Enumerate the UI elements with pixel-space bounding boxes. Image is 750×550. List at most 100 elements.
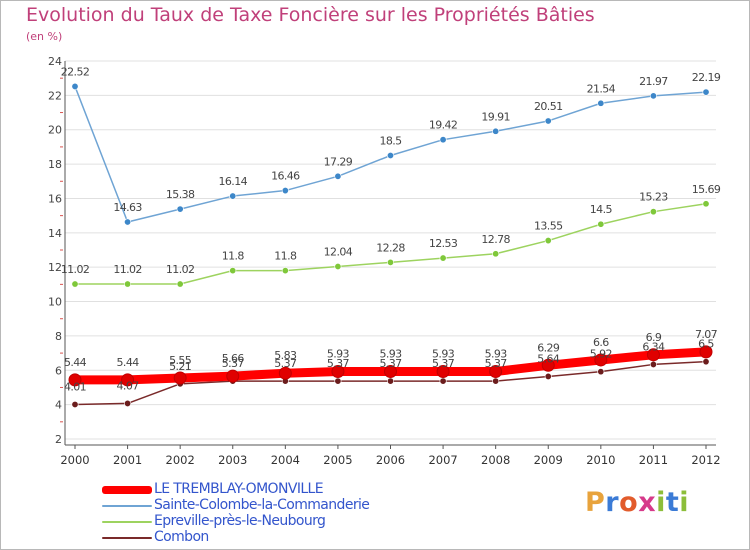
- data-point-2003: [229, 192, 237, 200]
- data-label-2009: 5.64: [537, 352, 560, 365]
- x-tick-label-2003: 2003: [218, 453, 247, 467]
- data-point-2010: [597, 99, 605, 107]
- data-label-2000: 11.02: [61, 263, 90, 276]
- data-label-2000: 5.44: [64, 356, 87, 369]
- data-label-2002: 15.38: [166, 188, 195, 201]
- data-label-2011: 21.97: [639, 75, 668, 88]
- logo-letter: o: [619, 487, 639, 518]
- y-tick-label-2: 2: [55, 433, 62, 446]
- data-point-2010: [594, 353, 608, 367]
- x-tick-label-2007: 2007: [428, 453, 457, 467]
- chart-title: Evolution du Taux de Taxe Foncière sur l…: [26, 4, 595, 26]
- legend-label: Sainte-Colombe-la-Commanderie: [154, 497, 370, 513]
- data-label-2009: 6.29: [537, 341, 560, 354]
- data-point-2009: [544, 117, 552, 125]
- data-point-2003: [229, 267, 237, 275]
- data-point-2012: [699, 345, 713, 359]
- data-point-2000: [71, 280, 79, 288]
- series-sainte-colombe-la-commanderie: [71, 82, 710, 226]
- data-label-2006: 5.93: [379, 347, 402, 360]
- data-label-2010: 14.5: [590, 203, 613, 216]
- data-label-2002: 5.55: [169, 354, 192, 367]
- data-label-2008: 12.78: [481, 233, 510, 246]
- data-point-2011: [646, 348, 660, 362]
- data-point-2004: [278, 366, 292, 380]
- data-point-2003: [226, 369, 240, 383]
- data-label-2003: 5.66: [222, 352, 245, 365]
- series-epreville-pr-s-le-neubourg: [71, 200, 710, 288]
- data-point-2001: [124, 399, 132, 407]
- data-label-2001: 11.02: [113, 263, 142, 276]
- x-tick-label-2008: 2008: [481, 453, 510, 467]
- y-tick-label-24: 24: [48, 55, 62, 68]
- x-tick-label-2012: 2012: [691, 453, 720, 467]
- data-point-2007: [436, 364, 450, 378]
- data-point-2008: [492, 377, 500, 385]
- data-point-2005: [334, 172, 342, 180]
- x-tick-label-2002: 2002: [166, 453, 195, 467]
- data-point-2006: [386, 152, 394, 160]
- series-le-tremblay-omonville: [68, 345, 713, 387]
- data-label-2005: 5.37: [327, 357, 350, 370]
- data-label-2007: 5.93: [432, 347, 455, 360]
- data-point-2006: [386, 377, 394, 385]
- data-point-2002: [176, 280, 184, 288]
- data-label-2010: 21.54: [587, 82, 616, 95]
- data-labels: 22.52 14.63 15.38 16.14 16.46 17.29 18.5 19.42 1…: [61, 65, 722, 393]
- data-point-2011: [649, 92, 657, 100]
- data-point-2000: [71, 82, 79, 90]
- data-point-2006: [386, 258, 394, 266]
- data-label-2012: 15.69: [692, 183, 721, 196]
- data-label-2004: 11.8: [274, 250, 297, 263]
- legend-swatch: [102, 505, 152, 507]
- x-tick-label-2006: 2006: [376, 453, 405, 467]
- y-tick-label-18: 18: [48, 158, 62, 171]
- data-point-2010: [597, 220, 605, 228]
- data-label-2011: 6.9: [646, 331, 662, 344]
- data-label-2008: 5.93: [485, 347, 508, 360]
- data-point-2011: [649, 360, 657, 368]
- data-label-2000: 22.52: [61, 65, 90, 78]
- data-label-2003: 5.37: [222, 357, 245, 370]
- legend-swatch: [102, 537, 152, 539]
- data-label-2007: 12.53: [429, 237, 458, 250]
- data-label-2010: 5.92: [590, 348, 612, 361]
- data-point-2008: [492, 250, 500, 258]
- data-label-2006: 12.28: [376, 241, 405, 254]
- data-point-2007: [439, 377, 447, 385]
- data-point-2006: [384, 364, 397, 378]
- data-point-2007: [439, 254, 447, 262]
- data-label-2009: 13.55: [534, 220, 563, 233]
- data-label-2004: 5.37: [274, 357, 297, 370]
- data-point-2000: [71, 400, 79, 408]
- x-tick-label-2005: 2005: [323, 453, 352, 467]
- legend-label: LE TREMBLAY-OMONVILLE: [154, 481, 324, 497]
- data-point-2009: [544, 372, 552, 380]
- data-label-2003: 11.8: [222, 250, 245, 263]
- legend-swatch: [102, 486, 152, 494]
- data-label-2008: 5.37: [485, 357, 508, 370]
- data-label-2012: 6.5: [698, 338, 714, 351]
- data-point-2001: [124, 218, 132, 226]
- logo-letter: i: [656, 487, 666, 518]
- logo-letter: x: [638, 487, 657, 518]
- data-point-2000: [68, 373, 82, 387]
- data-point-2012: [702, 358, 710, 366]
- y-tick-label-10: 10: [48, 296, 62, 309]
- legend-label: Combon: [154, 529, 209, 545]
- data-point-2007: [439, 136, 447, 144]
- data-point-2011: [649, 208, 657, 216]
- data-point-2005: [334, 262, 342, 270]
- data-label-2010: 6.6: [593, 336, 609, 349]
- data-point-2001: [121, 373, 135, 387]
- data-label-2006: 5.37: [379, 357, 402, 370]
- data-label-2001: 5.44: [117, 356, 140, 369]
- y-tick-label-20: 20: [48, 124, 62, 137]
- data-point-2009: [541, 358, 555, 372]
- data-label-2002: 5.21: [169, 360, 191, 373]
- logo-letter: r: [605, 487, 620, 518]
- data-point-2008: [492, 127, 500, 135]
- data-label-2005: 5.93: [327, 347, 350, 360]
